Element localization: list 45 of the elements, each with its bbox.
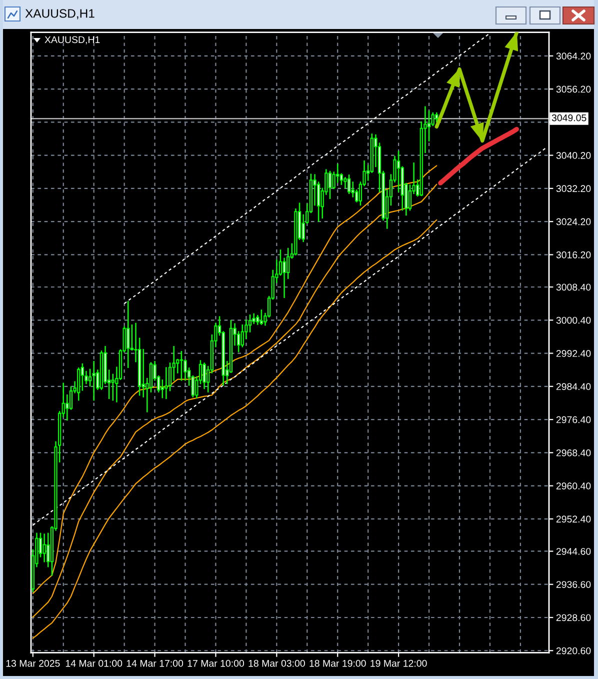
x-tick-label: 19 Mar 12:00 bbox=[370, 660, 427, 667]
x-tick-label: 18 Mar 19:00 bbox=[310, 660, 366, 667]
y-tick-label: 3064.20 bbox=[556, 52, 591, 60]
y-tick-label: 3056.20 bbox=[556, 86, 591, 93]
y-tick-label: 2936.60 bbox=[556, 581, 591, 588]
candlestick bbox=[347, 174, 351, 194]
chart-subtitle: XAUUSD,H1 bbox=[44, 36, 100, 44]
candlestick bbox=[431, 112, 434, 126]
x-tick-label: 13 Mar 2025 bbox=[6, 660, 60, 667]
y-tick-label: 2928.60 bbox=[556, 614, 591, 622]
candlestick bbox=[180, 350, 184, 381]
line-series bbox=[438, 126, 519, 186]
x-tick-label: 18 Mar 03:00 bbox=[248, 660, 305, 667]
candlestick bbox=[282, 258, 286, 298]
candlestick bbox=[66, 394, 69, 421]
candlestick bbox=[328, 170, 332, 199]
candlestick bbox=[344, 177, 347, 188]
candlestick bbox=[77, 368, 80, 401]
y-tick-label: 3032.20 bbox=[556, 185, 591, 192]
x-tick-label: 14 Mar 17:00 bbox=[126, 660, 184, 667]
y-tick-label: 3016.20 bbox=[556, 251, 591, 258]
y-tick-label: 3024.20 bbox=[556, 218, 591, 226]
candlestick bbox=[92, 360, 96, 401]
y-tick-label: 2976.40 bbox=[556, 416, 591, 424]
y-tick-label: 2968.40 bbox=[556, 449, 591, 456]
y-tick-label: 2944.60 bbox=[556, 548, 591, 555]
y-tick-label: 3008.40 bbox=[556, 284, 591, 291]
x-tick-label: 14 Mar 01:00 bbox=[66, 660, 122, 667]
x-tick-label: 17 Mar 10:00 bbox=[188, 660, 244, 667]
y-tick-label: 2992.40 bbox=[556, 350, 591, 357]
y-tick-label: 2920.60 bbox=[556, 647, 591, 654]
candlestick bbox=[142, 348, 145, 398]
y-tick-label: 3000.40 bbox=[556, 316, 591, 324]
candlestick bbox=[260, 310, 263, 325]
chart-title: XAUUSD,H1 bbox=[25, 9, 94, 20]
candlestick bbox=[80, 363, 84, 391]
y-tick-label: 2960.40 bbox=[556, 482, 591, 490]
candlestick bbox=[202, 362, 206, 390]
y-tick-label: 3040.20 bbox=[556, 152, 591, 159]
line-series bbox=[434, 32, 518, 143]
ref-line-label: 3049.05 bbox=[552, 114, 586, 122]
candlestick bbox=[340, 173, 343, 185]
candlestick bbox=[111, 374, 114, 401]
y-tick-label: 2984.40 bbox=[556, 383, 591, 390]
y-tick-label: 2952.40 bbox=[556, 516, 591, 523]
